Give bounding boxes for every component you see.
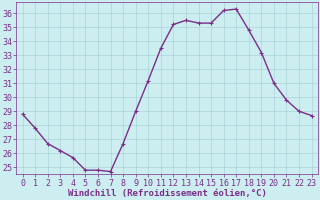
X-axis label: Windchill (Refroidissement éolien,°C): Windchill (Refroidissement éolien,°C) (68, 189, 267, 198)
